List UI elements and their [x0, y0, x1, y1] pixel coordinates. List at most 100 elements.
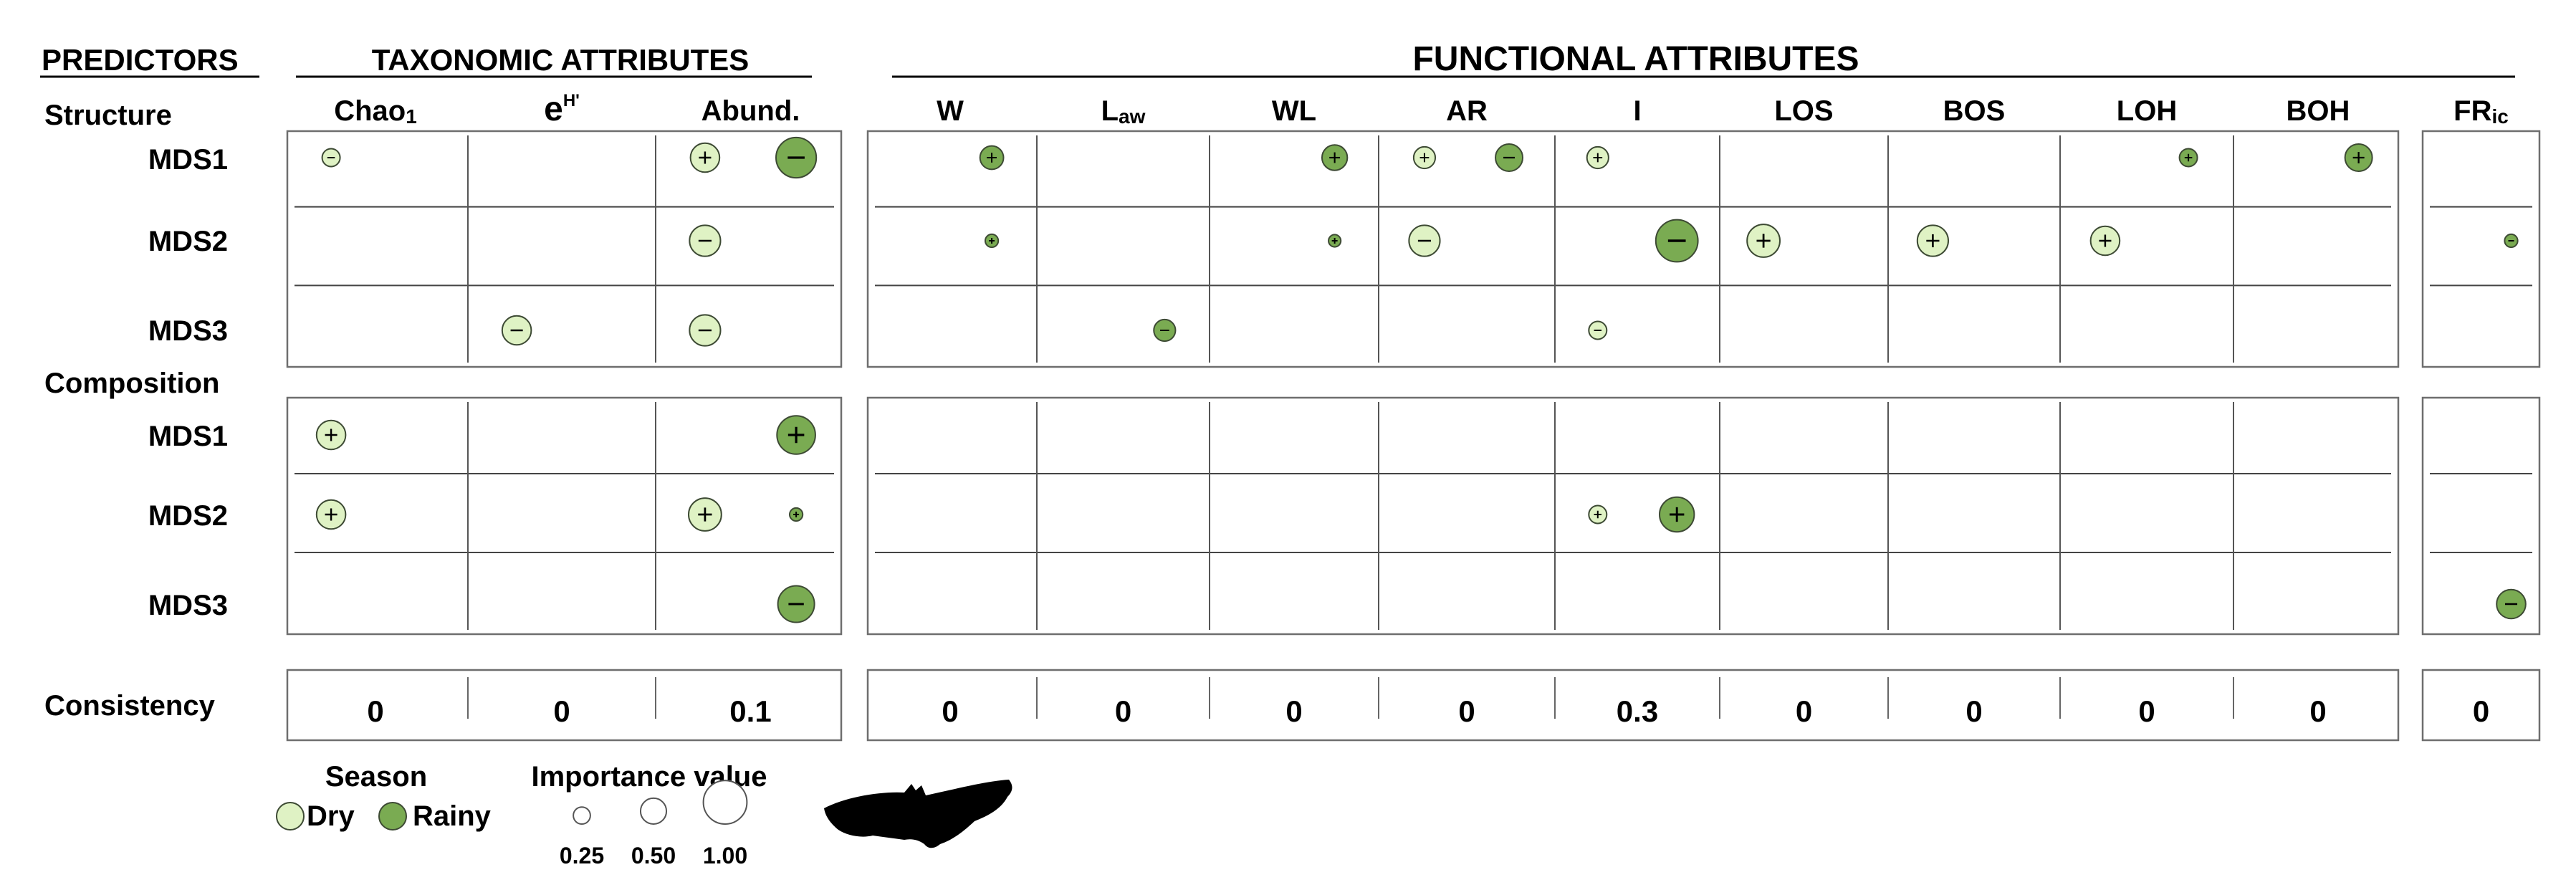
column-header-w: W [937, 95, 964, 127]
effect-structure-3-abund-dry [689, 314, 722, 347]
consistency-value-los: 0 [1796, 694, 1812, 728]
effect-composition-2-abund-dry [688, 497, 722, 532]
column-header-fric: FRic [2453, 95, 2509, 128]
consistency-value-boh: 0 [2309, 694, 2326, 728]
column-header-ar: AR [1446, 95, 1488, 127]
column-header-abund: Abund. [702, 95, 800, 127]
section-label-structure: Structure [44, 100, 172, 131]
legend-season-title: Season [325, 761, 427, 793]
effect-structure-1-loh-rainy [2178, 148, 2198, 168]
effect-composition-2-abund-rainy [788, 507, 804, 522]
effect-composition-2-i-dry [1588, 504, 1608, 525]
effect-structure-2-ar-dry [1408, 224, 1441, 257]
row-label: MDS1 [148, 144, 228, 176]
panel-structure-1 [866, 130, 2400, 368]
taxonomic-header: TAXONOMIC ATTRIBUTES [372, 43, 750, 77]
column-header-chao: Chao1 [334, 95, 417, 128]
effect-structure-1-w-rainy [979, 145, 1005, 171]
consistency-value-ar: 0 [1458, 694, 1475, 728]
effect-structure-2-fric-rainy [2504, 233, 2519, 249]
consistency-value-w: 0 [942, 694, 958, 728]
effect-composition-2-chao-dry [315, 499, 347, 530]
consistency-value-loh: 0 [2138, 694, 2155, 728]
consistency-value-wl: 0 [1285, 694, 1302, 728]
consistency-value-shannon: 0 [553, 694, 570, 728]
consistency-panel-1 [866, 669, 2400, 742]
effect-structure-1-wl-rainy [1321, 144, 1349, 171]
effect-structure-1-ar-rainy [1495, 143, 1524, 172]
effect-structure-2-abund-dry [689, 224, 722, 257]
effect-composition-3-abund-rainy [777, 585, 815, 623]
column-header-boh: BOH [2287, 95, 2350, 127]
row-label: MDS2 [148, 226, 228, 257]
effect-composition-3-fric-rainy [2496, 588, 2527, 620]
functional-header: FUNCTIONAL ATTRIBUTES [1412, 40, 1859, 78]
panel-composition-0 [286, 396, 843, 636]
effect-structure-2-bos-dry [1916, 224, 1949, 257]
panel-structure-2 [2421, 130, 2541, 368]
effect-structure-1-chao-dry [321, 148, 341, 168]
effect-composition-1-chao-dry [315, 419, 347, 451]
consistency-label: Consistency [44, 690, 216, 722]
row-label: MDS1 [148, 421, 228, 452]
consistency-value-i: 0.3 [1617, 694, 1658, 728]
effect-structure-3-law-rainy [1153, 318, 1177, 343]
column-headers: Chao1 eH' Abund. W Law WL AR I LOS BOS LOH BOH FRic [334, 90, 2509, 128]
legend-dry-label: Dry [307, 800, 355, 832]
effect-structure-1-ar-dry [1412, 145, 1437, 170]
legend-size-circle [702, 780, 748, 825]
effect-structure-3-i-dry [1588, 320, 1608, 340]
row-labels: MDS1 MDS2 MDS3 MDS1 MDS2 MDS3 [148, 144, 228, 621]
consistency-value-abund: 0.1 [729, 694, 771, 728]
effect-structure-2-i-rainy [1655, 219, 1699, 263]
legend-rainy-swatch [378, 802, 407, 831]
panel-composition-2 [2421, 396, 2541, 636]
legend-size-label: 0.25 [560, 843, 604, 868]
predictors-header: PREDICTORS [42, 43, 239, 77]
consistency-row: 0 0 0.1 0 0 0 0 0.3 0 0 0 0 0 [367, 694, 2489, 728]
column-header-loh: LOH [2117, 95, 2177, 127]
legend-size-label: 1.00 [703, 843, 747, 868]
panel-structure-0 [286, 130, 843, 368]
column-header-bos: BOS [1943, 95, 2006, 127]
effect-structure-2-wl-rainy [1328, 234, 1342, 248]
consistency-value-law: 0 [1115, 694, 1131, 728]
legend-size-circle [639, 797, 668, 825]
consistency-value-bos: 0 [1965, 694, 1982, 728]
effect-structure-1-boh-rainy [2344, 143, 2373, 172]
grid [286, 130, 2541, 742]
effect-structure-3-shannon-dry [501, 315, 532, 346]
effects-layer [315, 136, 2527, 623]
consistency-panel-0 [286, 669, 843, 742]
effect-structure-2-los-dry [1746, 224, 1781, 258]
column-header-law: Law [1101, 95, 1146, 128]
row-label: MDS3 [148, 590, 228, 621]
bat-silhouette-icon [824, 780, 1012, 848]
column-header-los: LOS [1774, 95, 1833, 127]
effect-structure-2-loh-dry [2089, 225, 2121, 257]
consistency-panel-2 [2421, 669, 2541, 742]
legend-size-label: 0.50 [631, 843, 676, 868]
consistency-value-fric: 0 [2473, 694, 2489, 728]
column-header-shannon: eH' [544, 90, 580, 128]
legend-rainy-label: Rainy [413, 800, 492, 832]
legend-dry-swatch [276, 802, 305, 831]
row-label: MDS2 [148, 500, 228, 532]
legend: Season Dry Rainy Importance value 0.25 0.… [276, 761, 1012, 868]
effect-composition-2-i-rainy [1659, 496, 1695, 533]
column-header-i: I [1633, 95, 1641, 127]
column-header-wl: WL [1272, 95, 1316, 127]
effect-structure-1-i-dry [1586, 145, 1609, 170]
effect-composition-1-abund-rainy [776, 415, 816, 455]
effect-structure-1-abund-rainy [775, 136, 818, 179]
effect-structure-2-w-rainy [984, 233, 1000, 249]
legend-size-circle [573, 806, 591, 825]
legend-size-keys: 0.25 0.50 1.00 [560, 780, 748, 868]
section-label-composition: Composition [44, 368, 219, 399]
effect-structure-1-abund-dry [689, 142, 721, 173]
consistency-value-chao: 0 [367, 694, 383, 728]
panel-composition-1 [866, 396, 2400, 636]
row-label: MDS3 [148, 315, 228, 347]
